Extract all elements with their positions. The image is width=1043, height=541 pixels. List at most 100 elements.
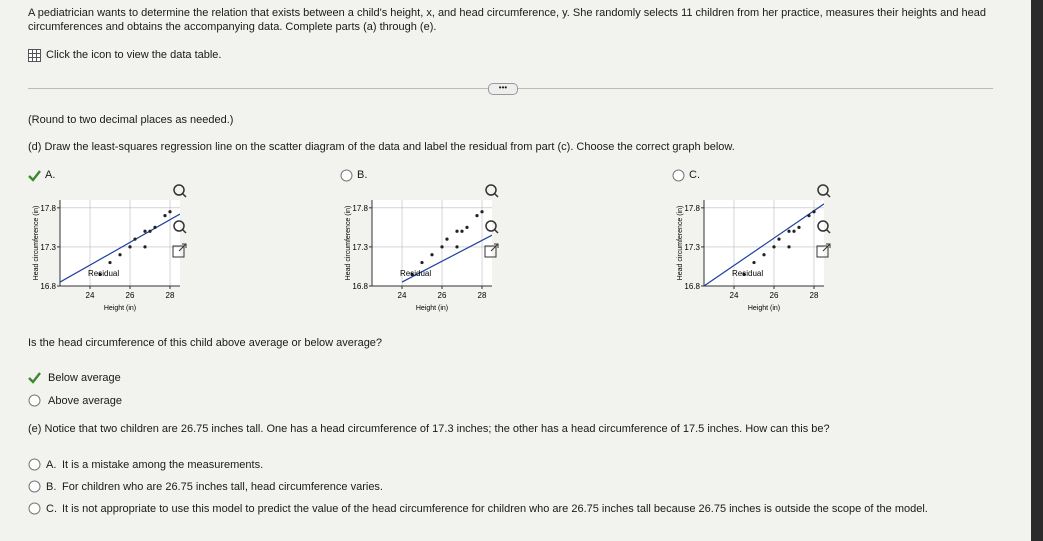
- option-text[interactable]: It is a mistake among the measurements.: [62, 459, 264, 471]
- data-point: [420, 260, 424, 265]
- circle: [28, 458, 41, 471]
- zoom-icon: [817, 184, 829, 196]
- data-point: [797, 225, 801, 229]
- data-point: [440, 245, 444, 249]
- data-point: [460, 229, 464, 233]
- popout-arrow: [490, 243, 499, 252]
- annotation: Residual: [400, 269, 431, 278]
- option-text[interactable]: It is not appropriate to use this model …: [62, 503, 928, 515]
- zoom-icon: [485, 220, 497, 232]
- y-tick-label: 16.8: [40, 282, 56, 291]
- y-tick-label: 16.8: [352, 282, 368, 291]
- data-point: [445, 237, 449, 241]
- option-letter[interactable]: B.: [46, 481, 57, 493]
- choice-text[interactable]: Above average: [48, 395, 122, 407]
- scatter-chart: 24 26 28 16.8 17.3 17.8 Height (in) Head circum…: [345, 200, 492, 312]
- chart-tools[interactable]: [483, 182, 503, 262]
- popout-arrow: [178, 243, 187, 252]
- data-icon[interactable]: [28, 49, 41, 62]
- circle: [28, 394, 41, 407]
- radio-button[interactable]: [28, 480, 41, 493]
- option-letter[interactable]: B.: [357, 169, 368, 181]
- y-axis-label: Head circumference (in): [345, 206, 352, 281]
- popout-icon: [484, 245, 497, 258]
- plot-area: [372, 200, 492, 286]
- circle: [672, 169, 685, 182]
- data-point: [812, 210, 816, 214]
- option-letter[interactable]: C.: [689, 169, 700, 181]
- intro: A pediatrician wants to determine the re…: [28, 7, 986, 33]
- x-tick-label: 24: [398, 291, 407, 300]
- data-point: [787, 245, 791, 249]
- data-point: [410, 272, 414, 276]
- popout-icon: [172, 245, 185, 258]
- data-point: [787, 229, 791, 233]
- y-tick-label: 17.8: [352, 204, 368, 213]
- radio-button[interactable]: [28, 394, 41, 407]
- plot-area: [60, 200, 180, 286]
- zoom-handle: [181, 192, 187, 198]
- option-letter[interactable]: A.: [46, 459, 57, 471]
- regression-line: [60, 213, 180, 283]
- scatter-chart: 24 26 28 16.8 17.3 17.8 Height (in) Head circum…: [677, 200, 824, 312]
- data-link[interactable]: Click the icon to view the data table.: [46, 49, 222, 61]
- chart-tools[interactable]: [171, 182, 191, 262]
- x-tick-label: 28: [166, 291, 175, 300]
- data-point: [742, 272, 746, 276]
- y-axis-label: Head circumference (in): [33, 206, 40, 281]
- data-point: [133, 237, 137, 241]
- radio-button[interactable]: [28, 458, 41, 471]
- x-axis-label: Height (in): [416, 305, 448, 312]
- scatter-chart: 24 26 28 16.8 17.3 17.8 Height (in) Head circum…: [33, 200, 180, 312]
- window-edge: [1031, 0, 1043, 541]
- radio-button[interactable]: [28, 502, 41, 515]
- data-point: [148, 229, 152, 233]
- circle: [28, 502, 41, 515]
- option-letter[interactable]: C.: [46, 503, 57, 515]
- data-point: [752, 260, 756, 265]
- check-mark[interactable]: [28, 169, 41, 182]
- data-point: [807, 214, 811, 218]
- zoom-handle: [181, 228, 187, 234]
- part-e-prompt: (e) Notice that two children are 26.75 i…: [28, 423, 830, 435]
- data-point: [792, 229, 796, 233]
- expand-button[interactable]: •••: [488, 83, 518, 95]
- data-point: [480, 210, 484, 214]
- data-point: [143, 245, 147, 249]
- data-point: [455, 229, 459, 233]
- axes: [371, 200, 492, 287]
- data-point: [455, 245, 459, 249]
- x-tick-label: 26: [770, 291, 779, 300]
- data-point: [108, 260, 112, 265]
- regression-line: [704, 203, 824, 286]
- choice-text[interactable]: Below average: [48, 372, 121, 384]
- x-tick-label: 24: [86, 291, 95, 300]
- popout-arrow: [822, 243, 831, 252]
- circle: [28, 480, 41, 493]
- option-text[interactable]: For children who are 26.75 inches tall, …: [62, 481, 383, 493]
- radio-button[interactable]: [340, 169, 353, 182]
- check: [28, 170, 41, 182]
- round-note: (Round to two decimal places as needed.): [28, 114, 234, 126]
- chart-tools[interactable]: [815, 182, 835, 262]
- y-tick-label: 17.8: [684, 204, 700, 213]
- radio-button[interactable]: [672, 169, 685, 182]
- question: Is the head circumference of this child …: [28, 337, 383, 349]
- check-mark[interactable]: [28, 371, 41, 384]
- zoom-icon: [817, 220, 829, 232]
- x-tick-label: 26: [438, 291, 447, 300]
- y-tick-label: 17.3: [352, 243, 368, 252]
- circle: [340, 169, 353, 182]
- x-tick-label: 28: [478, 291, 487, 300]
- x-axis-label: Height (in): [748, 305, 780, 312]
- y-tick-label: 17.8: [40, 204, 56, 213]
- y-tick-label: 17.3: [684, 243, 700, 252]
- zoom-handle: [493, 228, 499, 234]
- zoom-handle: [825, 192, 831, 198]
- data-point: [128, 245, 132, 249]
- option-letter[interactable]: A.: [45, 169, 56, 181]
- data-point: [762, 253, 766, 257]
- data-point: [465, 225, 469, 229]
- y-tick-label: 17.3: [40, 243, 56, 252]
